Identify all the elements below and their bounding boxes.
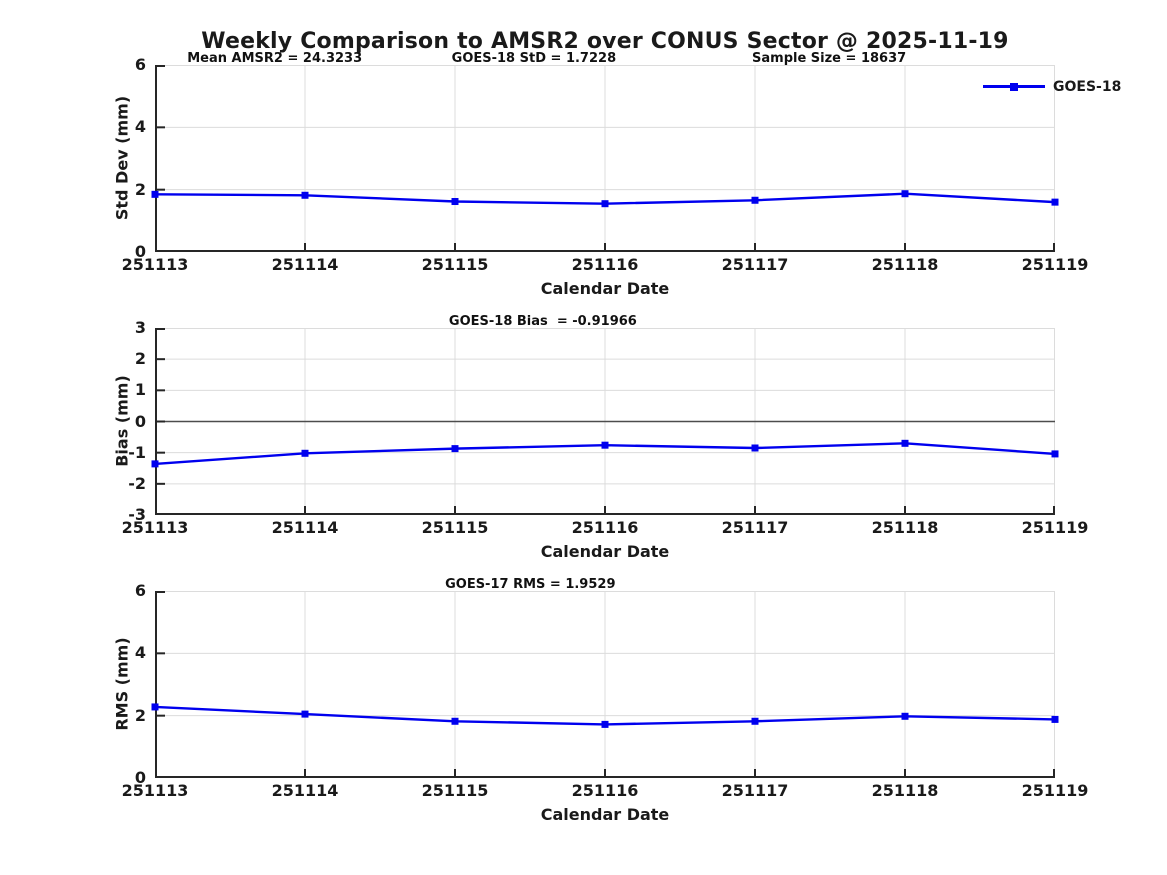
- y-tick-label: -3: [128, 505, 146, 524]
- data-point-marker: [601, 441, 609, 449]
- line-chart: [151, 65, 1059, 252]
- y-tick-label: 0: [134, 242, 146, 261]
- y-tick-label: 2: [134, 179, 146, 199]
- data-point-marker: [451, 445, 459, 453]
- x-tick-label: 251119: [1021, 255, 1089, 274]
- y-tick-label: 0: [134, 411, 146, 431]
- x-tick-label: 251113: [121, 255, 189, 274]
- x-tick-label: 251114: [271, 255, 339, 274]
- line-chart: [151, 328, 1059, 515]
- annotation-text: GOES-17 RMS = 1.9529: [445, 577, 616, 592]
- data-point-marker: [301, 191, 309, 199]
- data-point-marker: [1051, 715, 1059, 723]
- x-tick-labels: 251113 251114 251115 251116 251117 251118 2511…: [122, 781, 1089, 801]
- annotation-text: Sample Size = 18637: [752, 51, 907, 66]
- data-point-marker: [451, 717, 459, 725]
- x-tick-label: 251119: [1021, 781, 1089, 800]
- data-point-marker: [301, 710, 309, 718]
- data-point-marker: [901, 190, 909, 198]
- annotation-text: Mean AMSR2 = 24.3233: [187, 51, 363, 66]
- y-tick-label: -1: [128, 442, 146, 462]
- data-point-marker: [151, 703, 159, 711]
- data-point-marker: [751, 444, 759, 452]
- legend-label: GOES-18: [1053, 78, 1122, 95]
- x-tick-label: 251115: [421, 255, 489, 274]
- x-tick-label: 251117: [721, 255, 789, 274]
- y-tick-label: 4: [134, 643, 146, 663]
- y-tick-label: 6: [134, 55, 146, 74]
- figure-title: Weekly Comparison to AMSR2 over CONUS Se…: [201, 29, 1009, 54]
- y-tick-label: 2: [134, 705, 146, 725]
- x-tick-label: 251115: [421, 518, 489, 537]
- data-point-marker: [901, 712, 909, 720]
- x-tick-label: 251119: [1021, 518, 1089, 537]
- y-tick-label: 3: [134, 318, 146, 337]
- y-tick-labels: 0 2 4 6: [0, 55, 150, 261]
- x-tick-label: 251113: [121, 518, 189, 537]
- x-tick-label: 251117: [721, 518, 789, 537]
- y-tick-labels: 0 2 4 6: [0, 581, 150, 787]
- x-axis-label: Calendar Date: [540, 805, 670, 824]
- y-tick-label: 2: [134, 349, 146, 369]
- x-tick-label: 251116: [571, 781, 639, 800]
- annotation-text: GOES-18 StD = 1.7228: [451, 51, 617, 66]
- data-point-marker: [601, 720, 609, 728]
- data-point-marker: [1051, 198, 1059, 206]
- x-tick-label: 251118: [871, 781, 939, 800]
- x-tick-label: 251117: [721, 781, 789, 800]
- data-point-marker: [751, 717, 759, 725]
- data-point-marker: [151, 460, 159, 468]
- plot-area: GOES-17 RMS = 1.9529: [151, 577, 1059, 778]
- y-tick-label: 0: [134, 768, 146, 787]
- data-point-marker: [301, 449, 309, 457]
- legend-line-sample: [983, 82, 1045, 91]
- line-chart: [151, 591, 1059, 778]
- data-point-marker: [451, 198, 459, 206]
- x-axis-label: Calendar Date: [540, 542, 670, 561]
- x-tick-labels: 251113 251114 251115 251116 251117 251118 2511…: [122, 518, 1089, 538]
- x-tick-label: 251114: [271, 518, 339, 537]
- x-tick-label: 251114: [271, 781, 339, 800]
- y-tick-label: 4: [134, 117, 146, 137]
- data-point-marker: [751, 196, 759, 204]
- plot-area: GOES-18 Bias = -0.91966: [151, 314, 1059, 515]
- x-tick-labels: 251113 251114 251115 251116 251117 251118 2511…: [122, 255, 1089, 275]
- x-axis-label: Calendar Date: [540, 279, 670, 298]
- legend-square-marker-icon: [1010, 82, 1018, 91]
- x-tick-label: 251115: [421, 781, 489, 800]
- data-point-marker: [1051, 450, 1059, 458]
- y-tick-labels: -3 -2 -1 0 1 2 3: [0, 318, 150, 524]
- subplot-bias: Bias (mm) -3 -2 -1 0 1 2 3 GOES-18 Bias = -0.9…: [0, 314, 1167, 561]
- y-tick-label: 6: [134, 581, 146, 600]
- data-point-marker: [151, 190, 159, 198]
- legend: GOES-18: [983, 78, 1121, 95]
- x-tick-label: 251116: [571, 518, 639, 537]
- y-tick-label: 1: [134, 380, 146, 400]
- annotation-text: GOES-18 Bias = -0.91966: [448, 314, 637, 329]
- x-tick-label: 251118: [871, 518, 939, 537]
- y-tick-label: -2: [128, 473, 146, 493]
- data-point-marker: [601, 200, 609, 208]
- x-tick-label: 251118: [871, 255, 939, 274]
- x-tick-label: 251116: [571, 255, 639, 274]
- data-point-marker: [901, 439, 909, 447]
- plot-area: Mean AMSR2 = 24.3233 GOES-18 StD = 1.7228…: [151, 51, 1059, 252]
- x-tick-label: 251113: [121, 781, 189, 800]
